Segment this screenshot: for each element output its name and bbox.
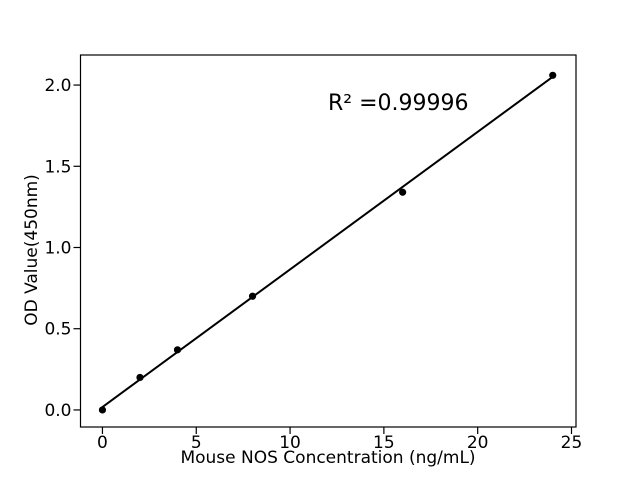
y-axis-label: OD Value(450nm): [22, 174, 42, 326]
data-point: [248, 292, 257, 300]
data-point: [549, 71, 557, 79]
r-squared-annotation: R² =0.99996: [328, 91, 469, 116]
data-point: [98, 406, 107, 414]
x-tick-label: 15: [373, 433, 395, 453]
y-tick-label: 2.0: [44, 76, 71, 96]
x-tick-label: 0: [97, 433, 108, 453]
data-point: [173, 346, 182, 354]
x-tick-label: 10: [279, 433, 301, 453]
y-tick-label: 0.5: [44, 320, 71, 340]
y-tick-label: 1.0: [44, 238, 71, 258]
x-tick-label: 25: [561, 433, 583, 453]
y-tick-label: 0.0: [44, 401, 71, 421]
x-axis-label: Mouse NOS Concentration (ng/mL): [180, 448, 475, 468]
data-point: [136, 373, 144, 382]
chart-axes: 0 5 10 15 20 25 0.0 0.5 1.0 1.5 2.0: [44, 54, 583, 453]
x-tick-label: 20: [467, 433, 489, 453]
fit-line: [101, 75, 554, 409]
axes-frame: [79, 54, 577, 428]
x-tick-label: 5: [191, 433, 202, 453]
y-tick-label: 1.5: [44, 157, 71, 177]
data-point: [399, 188, 407, 196]
